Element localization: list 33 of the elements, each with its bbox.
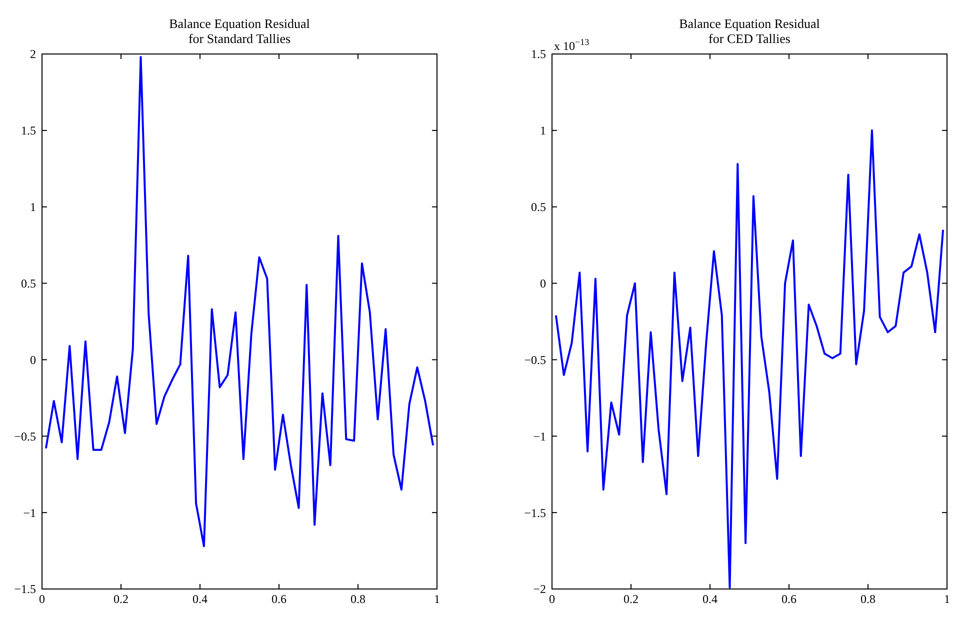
y-tick-label: 0.5 bbox=[21, 276, 36, 290]
x-tick-label: 0.8 bbox=[350, 592, 366, 606]
y-tick-label: −1 bbox=[23, 506, 36, 520]
y-tick-label: 1 bbox=[30, 200, 36, 214]
x-tick-label: 0.4 bbox=[702, 592, 718, 606]
text: x 10$^{−13}$ bbox=[554, 37, 590, 53]
y-tick-label: 0 bbox=[30, 352, 36, 367]
chart-title: Balance Equation Residual for CED Tallies bbox=[679, 16, 820, 46]
y-tick-label: 2 bbox=[30, 47, 36, 62]
y-tick-label: 1.5 bbox=[21, 124, 36, 138]
y-tick-label: −2 bbox=[533, 582, 546, 596]
x-tick-label: 0.2 bbox=[624, 592, 638, 606]
x-tick-label: 0.6 bbox=[782, 592, 796, 606]
x-tick-label: 0.4 bbox=[192, 592, 208, 606]
y-tick-label: 0 bbox=[540, 276, 546, 290]
x-tick-label: 0.2 bbox=[114, 592, 128, 606]
y-tick-label: 0.5 bbox=[531, 200, 546, 214]
x-tick-label: 0.6 bbox=[272, 592, 286, 606]
x-tick-label: 1 bbox=[944, 592, 950, 606]
line-series bbox=[554, 129, 944, 588]
y-tick-label: −0.5 bbox=[14, 429, 36, 444]
y-tick-label: −0.5 bbox=[524, 352, 546, 367]
y-tick-label: 1.5 bbox=[531, 47, 546, 62]
x-tick-label: 1 bbox=[434, 592, 440, 606]
x-tick-label: 0 bbox=[39, 592, 45, 606]
chart-title: Balance Equation Residual for Standard Tallies bbox=[169, 16, 310, 46]
y-tick-label: −1.5 bbox=[524, 506, 546, 520]
y-tick-label: −1.5 bbox=[14, 582, 36, 596]
x-tick-label: 0.8 bbox=[860, 592, 876, 606]
line-series bbox=[44, 56, 434, 548]
x-tick-label: 0 bbox=[549, 592, 555, 606]
y-tick-label: 1 bbox=[540, 124, 546, 138]
y-tick-label: −1 bbox=[533, 429, 546, 444]
